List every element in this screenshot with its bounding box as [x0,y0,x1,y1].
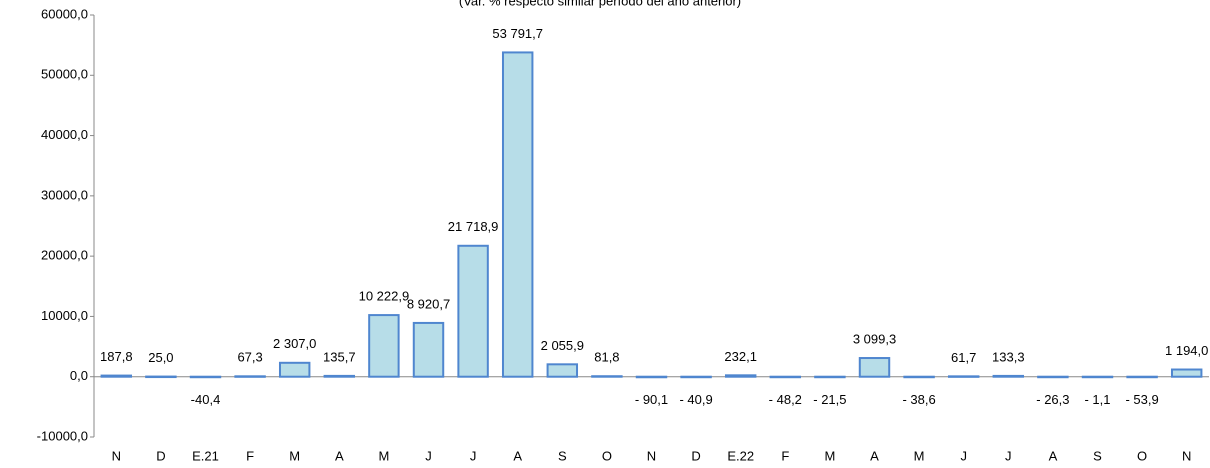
bar [591,375,623,378]
x-tick-label: D [156,448,165,463]
value-label: - 53,9 [1125,392,1158,407]
y-tick-label: 20000,0 [41,248,88,263]
value-label: 133,3 [992,349,1025,364]
value-label: 8 920,7 [407,296,450,311]
value-label: 2 055,9 [541,338,584,353]
x-tick-label: J [1005,448,1012,463]
x-tick-label: J [425,448,432,463]
bar [947,375,980,378]
value-label: - 38,6 [902,392,935,407]
value-label: 187,8 [100,349,133,364]
value-label: 25,0 [148,350,173,365]
y-tick-label: 50000,0 [41,67,88,82]
x-tick-label: A [870,448,879,463]
x-tick-label: S [558,448,567,463]
value-label: 10 222,9 [359,289,410,304]
y-tick-label: 40000,0 [41,127,88,142]
value-label: - 48,2 [769,392,802,407]
x-tick-label: N [1182,448,1191,463]
x-tick-label: E.21 [192,448,219,463]
x-tick-label: O [602,448,612,463]
bar [635,375,668,379]
bar [546,363,579,378]
y-tick-label: 10000,0 [41,308,88,323]
value-label: 232,1 [724,349,757,364]
value-label: 3 099,3 [853,331,896,346]
x-tick-label: J [960,448,967,463]
value-label: 81,8 [594,350,619,365]
bar [903,375,935,379]
value-label: - 21,5 [813,392,846,407]
bar [1037,375,1069,379]
bar [1081,375,1114,379]
x-tick-label: N [112,448,121,463]
bar [680,375,712,379]
bar [368,314,400,378]
value-label: 2 307,0 [273,336,316,351]
y-tick-label: 0,0 [70,368,88,383]
x-tick-label: M [378,448,389,463]
bar [145,375,177,379]
bar [100,374,133,378]
bar [278,361,311,378]
x-tick-label: A [335,448,344,463]
x-tick-label: S [1093,448,1102,463]
x-tick-label: E.22 [727,448,754,463]
value-label: 53 791,7 [492,26,543,41]
bar [501,51,534,378]
y-tick-label: 60000,0 [41,6,88,21]
x-tick-label: O [1137,448,1147,463]
bar [814,375,846,379]
value-label: - 40,9 [679,392,712,407]
x-tick-label: A [1049,448,1058,463]
x-tick-label: M [289,448,300,463]
bar [1170,368,1203,378]
value-label: - 90,1 [635,392,668,407]
value-label: 61,7 [951,350,976,365]
value-label: -40,4 [191,392,221,407]
bar [457,244,489,378]
bar [769,375,802,379]
bar [992,374,1025,378]
bar [234,375,266,378]
value-label: 1 194,0 [1165,343,1208,358]
value-label: 135,7 [323,349,356,364]
chart-subtitle: (Var. % respecto similar período del año… [459,0,741,8]
x-tick-label: F [246,448,254,463]
x-tick-label: D [691,448,700,463]
x-tick-label: A [513,448,522,463]
y-tick-label: -10000,0 [37,428,88,443]
x-tick-label: N [647,448,656,463]
x-tick-label: F [781,448,789,463]
x-tick-label: J [470,448,477,463]
bar [858,357,891,378]
bar [189,375,222,379]
bar [1126,375,1158,379]
value-label: - 26,3 [1036,392,1069,407]
y-tick-label: 30000,0 [41,187,88,202]
bar [323,374,356,378]
bar [724,374,757,378]
x-tick-label: M [914,448,925,463]
value-label: 67,3 [237,350,262,365]
value-label: - 1,1 [1084,392,1110,407]
value-label: 21 718,9 [448,219,499,234]
bar [412,321,445,378]
x-tick-label: M [824,448,835,463]
